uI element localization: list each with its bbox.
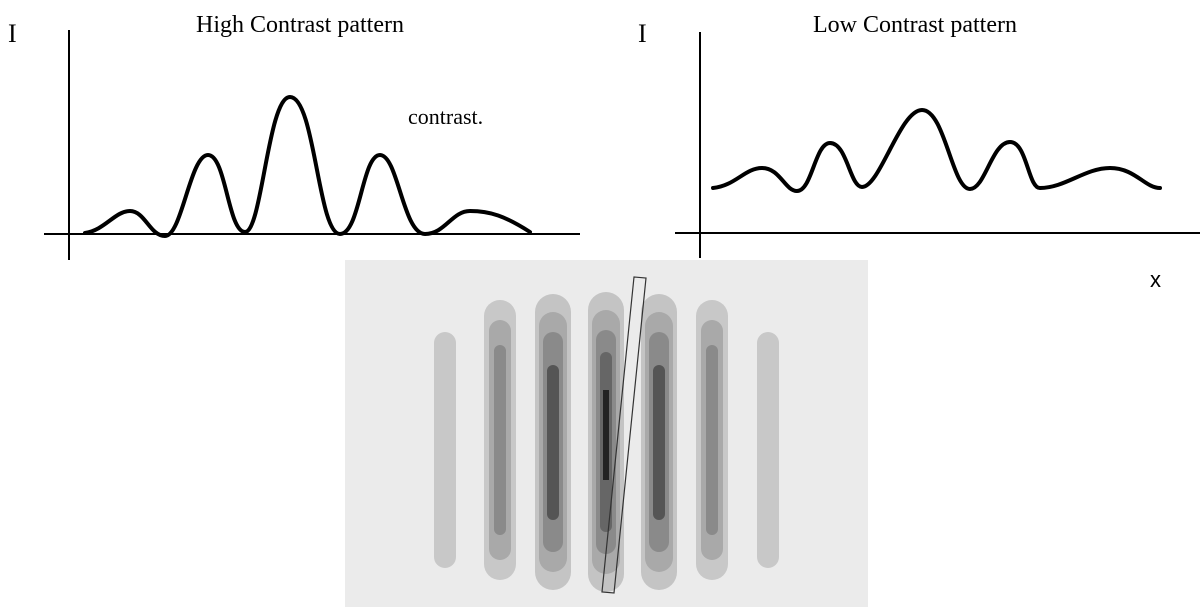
fringe [757,332,779,568]
fringe [603,390,609,480]
plot-title: High Contrast pattern [196,12,404,38]
fringes [434,292,779,592]
intensity-curve [83,95,532,238]
fringe [494,345,506,535]
fringe [434,332,456,568]
axis-label: I [638,19,647,48]
fringe [547,365,559,520]
fringe [706,345,718,535]
slit [601,276,647,594]
plot-title: Low Contrast pattern [813,12,1017,38]
intensity-curve [711,108,1162,193]
fringe [653,365,665,520]
annotation: contrast. [408,104,483,129]
x-label: x [1150,267,1161,292]
axis-label: I [8,19,17,48]
